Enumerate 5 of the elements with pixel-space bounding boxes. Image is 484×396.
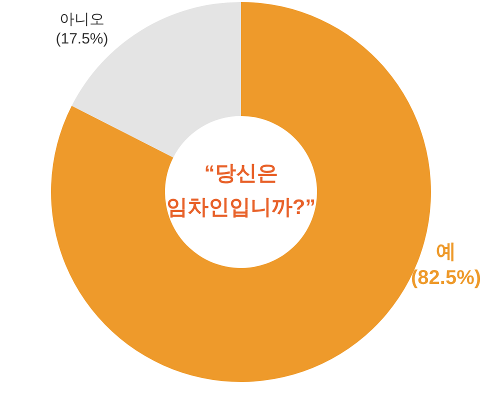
data-label: (82.5%) [410,267,482,289]
data-label: (17.5%) [56,30,108,48]
text: “당신은 임차인입니까?” [166,162,316,219]
slice-label: 아니오 [60,11,104,28]
slice-label: 예 [436,241,456,263]
